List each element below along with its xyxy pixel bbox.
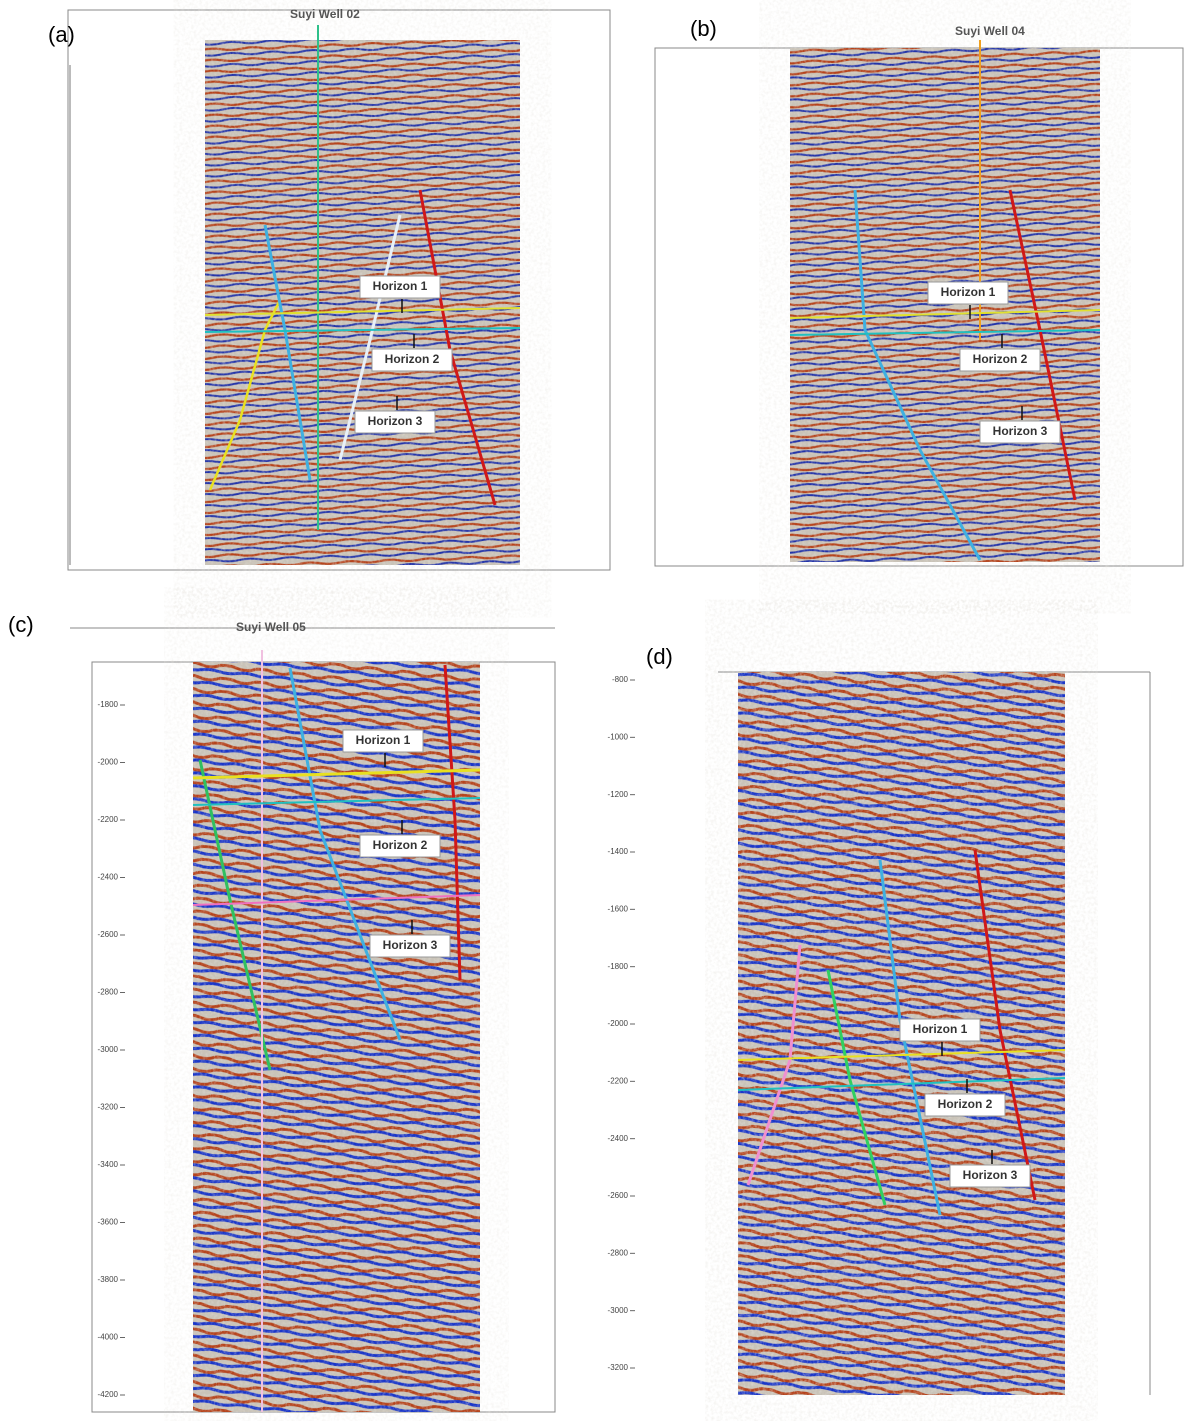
label-box <box>959 348 1041 372</box>
horizon-label: Horizon 1 <box>941 285 996 299</box>
fault <box>443 664 462 981</box>
depth-tick-label: -3200 <box>98 1103 119 1112</box>
label-box <box>342 729 424 753</box>
seismic-noise <box>790 48 1100 562</box>
depth-tick-label: -1600 <box>608 904 629 913</box>
horizon-label: Horizon 3 <box>963 1168 1018 1182</box>
depth-tick-label: -2200 <box>98 815 119 824</box>
label-box <box>979 420 1061 444</box>
depth-tick-label: -2600 <box>608 1191 629 1200</box>
panel-label: (b) <box>690 16 717 41</box>
label-box <box>949 1164 1031 1188</box>
horizon-label: Horizon 3 <box>368 414 423 428</box>
depth-tick-label: -2400 <box>98 873 119 882</box>
fault <box>338 214 402 461</box>
horizon-line <box>204 307 521 316</box>
depth-tick-label: -3600 <box>98 1218 119 1227</box>
depth-tick-label: -3000 <box>608 1306 629 1315</box>
fault <box>746 944 802 1186</box>
label-box <box>371 348 453 372</box>
depth-tick-label: -3400 <box>98 1160 119 1169</box>
depth-tick-label: -1400 <box>608 847 629 856</box>
horizon-line <box>192 797 481 806</box>
fault <box>198 759 272 1071</box>
well-name: Suyi Well 02 <box>290 7 360 21</box>
well-name: Suyi Well 05 <box>236 620 306 634</box>
depth-tick-label: -2000 <box>608 1019 629 1028</box>
horizon-line <box>737 1049 1066 1061</box>
depth-tick-label: -2800 <box>98 988 119 997</box>
depth-tick-label: -4000 <box>98 1333 119 1342</box>
depth-tick-label: -3000 <box>98 1045 119 1054</box>
fault <box>288 667 402 1041</box>
horizon-label: Horizon 1 <box>913 1022 968 1036</box>
horizon-label: Horizon 3 <box>383 938 438 952</box>
depth-tick-label: -1200 <box>608 790 629 799</box>
depth-tick-label: -1800 <box>608 962 629 971</box>
panel-label: (d) <box>646 644 673 669</box>
well-name: Suyi Well 04 <box>955 24 1025 38</box>
label-box <box>359 834 441 858</box>
depth-tick-label: -2000 <box>98 758 119 767</box>
label-box <box>354 410 436 434</box>
depth-tick-label: -800 <box>612 675 629 684</box>
label-box <box>359 275 441 299</box>
depth-tick-label: -2200 <box>608 1076 629 1085</box>
horizon-label: Horizon 2 <box>385 352 440 366</box>
depth-tick-label: -1800 <box>98 700 119 709</box>
panel-label: (c) <box>8 612 34 637</box>
horizon-label: Horizon 2 <box>373 838 428 852</box>
depth-tick-label: -2400 <box>608 1134 629 1143</box>
horizon-line <box>789 309 1101 319</box>
horizon-label: Horizon 3 <box>993 424 1048 438</box>
depth-tick-label: -1000 <box>608 732 629 741</box>
fault <box>208 299 282 491</box>
horizon-label: Horizon 2 <box>938 1097 993 1111</box>
depth-tick-label: -2800 <box>608 1248 629 1257</box>
label-box <box>927 281 1009 305</box>
horizon-line <box>204 327 521 333</box>
horizon-label: Horizon 1 <box>373 279 428 293</box>
horizon-line <box>737 1077 1066 1091</box>
label-box <box>924 1093 1006 1117</box>
horizon-line <box>192 894 481 906</box>
depth-tick-label: -2600 <box>98 930 119 939</box>
fault <box>853 189 982 561</box>
depth-tick-label: -3200 <box>608 1363 629 1372</box>
panel-frame <box>67 9 611 571</box>
fault <box>973 849 1037 1201</box>
horizon-label: Horizon 1 <box>356 733 411 747</box>
label-box <box>369 934 451 958</box>
horizon-line <box>789 329 1101 336</box>
depth-tick-label: -4200 <box>98 1390 119 1399</box>
fault <box>826 969 887 1206</box>
horizon-label: Horizon 2 <box>973 352 1028 366</box>
horizon-line <box>192 768 481 780</box>
depth-tick-label: -3800 <box>98 1275 119 1284</box>
seismic-noise <box>205 40 520 565</box>
seismic-noise <box>193 662 480 1412</box>
label-box <box>899 1018 981 1042</box>
panel-label: (a) <box>48 22 75 47</box>
